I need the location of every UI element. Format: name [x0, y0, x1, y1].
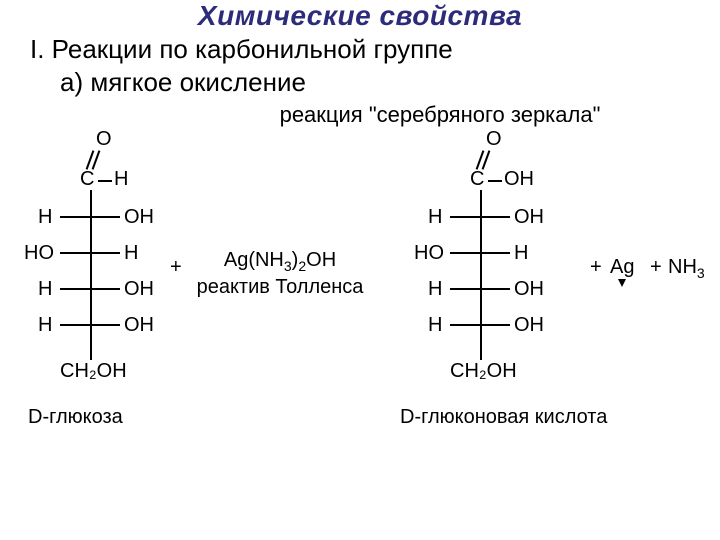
glucose-r3-left: H: [38, 278, 52, 301]
glucose-r4-right: OH: [124, 314, 154, 337]
gluconic-h2: [450, 252, 510, 254]
glucose-h1: [60, 216, 120, 218]
gluconic-C-right: OH: [504, 168, 534, 191]
glucose-h4: [60, 324, 120, 326]
glucose-O: O: [96, 128, 112, 151]
gluconic-r2-right: H: [514, 242, 528, 265]
gluconic-r3-right: OH: [514, 278, 544, 301]
glucose-structure: O C H H OH HO H H OH H OH CH₂OH: [20, 128, 180, 428]
reaction-name-text: реакция "серебряного зеркала": [280, 102, 601, 127]
gluconic-r2-left: HO: [414, 242, 444, 265]
glucose-r1-right: OH: [124, 206, 154, 229]
glucose-h3: [60, 288, 120, 290]
gluconic-O: O: [486, 128, 502, 151]
glucose-C-right-line: [98, 180, 112, 182]
gluconic-h1: [450, 216, 510, 218]
plus-ag: +: [590, 256, 602, 279]
gluconic-r1-right: OH: [514, 206, 544, 229]
glucose-r1-left: H: [38, 206, 52, 229]
gluconic-C-right-line: [488, 180, 502, 182]
reaction-name: реакция "серебряного зеркала": [160, 102, 720, 128]
nh3-label: NH3: [668, 256, 705, 281]
glucose-bottom: CH₂OH: [60, 360, 127, 383]
glucose-caption: D-глюкоза: [28, 406, 123, 429]
plus-left: +: [170, 256, 182, 279]
gluconic-bottom: CH₂OH: [450, 360, 517, 383]
gluconic-r1-left: H: [428, 206, 442, 229]
gluconic-h4: [450, 324, 510, 326]
glucose-r2-left: HO: [24, 242, 54, 265]
tollens-formula: Ag(NH3)2OH: [190, 248, 370, 275]
gluconic-C: C: [470, 168, 484, 191]
gluconic-caption: D-глюконовая кислота: [400, 406, 607, 429]
glucose-r3-right: OH: [124, 278, 154, 301]
gluconic-r3-left: H: [428, 278, 442, 301]
reaction-diagram: O C H H OH HO H H OH H OH CH₂OH D-глюкоз…: [0, 128, 720, 508]
gluconic-structure: O C OH H OH HO H H OH H OH CH₂OH: [410, 128, 580, 428]
subtitle-2-text: a) мягкое окисление: [60, 67, 306, 97]
tollens-reagent: Ag(NH3)2OH реактив Толленса: [190, 248, 370, 299]
ag-text: Ag: [610, 256, 634, 279]
ag-label: Ag: [610, 256, 634, 279]
subtitle-2: a) мягкое окисление: [60, 67, 720, 98]
glucose-h2: [60, 252, 120, 254]
glucose-C: C: [80, 168, 94, 191]
glucose-C-right: H: [114, 168, 128, 191]
glucose-r4-left: H: [38, 314, 52, 337]
subtitle-1-text: I. Реакции по карбонильной группе: [30, 34, 453, 64]
tollens-label: реактив Толленса: [190, 275, 370, 299]
main-title: Химические свойства: [0, 0, 720, 32]
gluconic-r4-left: H: [428, 314, 442, 337]
gluconic-r4-right: OH: [514, 314, 544, 337]
glucose-r2-right: H: [124, 242, 138, 265]
plus-nh3: +: [650, 256, 662, 279]
gluconic-h3: [450, 288, 510, 290]
subtitle-1: I. Реакции по карбонильной группе: [30, 34, 720, 65]
